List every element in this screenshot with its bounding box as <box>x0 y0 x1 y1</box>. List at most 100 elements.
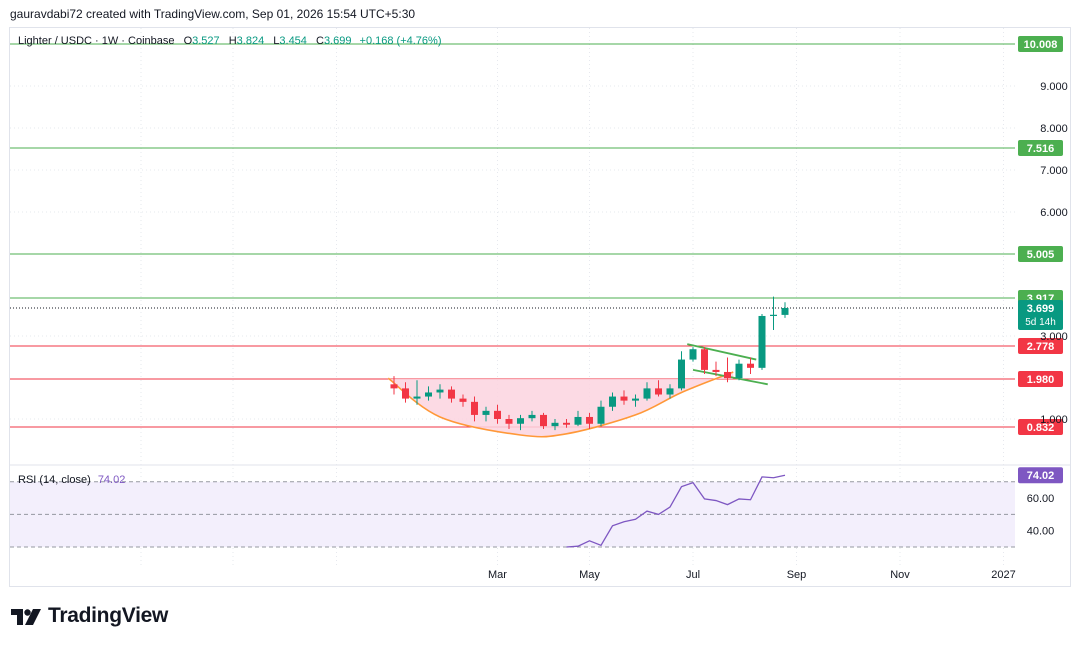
candle[interactable] <box>574 410 582 427</box>
price-level-label: 1.980 <box>1027 374 1055 386</box>
candle[interactable] <box>689 347 697 362</box>
candle[interactable] <box>620 390 628 405</box>
y-tick-label: 7.000 <box>1040 165 1068 177</box>
candle-body <box>643 388 651 399</box>
candle[interactable] <box>735 359 743 381</box>
last-price-badge <box>1018 300 1063 330</box>
candle[interactable] <box>482 406 490 422</box>
legend-low-label: L <box>273 35 280 47</box>
candle[interactable] <box>413 380 421 405</box>
legend-close-label: C <box>315 35 324 47</box>
candle[interactable] <box>609 392 616 411</box>
candle[interactable] <box>505 414 513 429</box>
rsi-line[interactable] <box>566 474 786 548</box>
candle[interactable] <box>770 296 777 330</box>
price-levels: 10.0087.5165.0053.9172.7781.9800.8323.69… <box>10 36 1063 435</box>
legend-close: 3.699 <box>323 35 352 47</box>
candle[interactable] <box>448 386 455 403</box>
candle-body <box>724 371 731 379</box>
candle[interactable] <box>712 361 720 377</box>
candle[interactable] <box>494 404 501 424</box>
candle[interactable] <box>586 412 593 429</box>
candle[interactable] <box>471 396 478 422</box>
legend-symbol: Lighter / USDC · 1W · Coinbase <box>18 35 175 47</box>
symbol-legend: Lighter / USDC · 1W · Coinbase O3.527 H 3… <box>18 35 441 47</box>
rsi-legend: RSI (14, close) 74.02 <box>18 474 125 486</box>
candle-body <box>586 416 593 424</box>
candle-body <box>632 398 639 401</box>
candlestick-series[interactable] <box>390 296 789 431</box>
rsi-legend-label: RSI (14, close) <box>18 474 91 486</box>
rsi-legend-value: 74.02 <box>97 474 126 486</box>
price-level-label: 10.008 <box>1024 39 1058 51</box>
legend-change: +0.168 (+4.76%) <box>359 35 442 47</box>
candle[interactable] <box>425 386 432 401</box>
candle[interactable] <box>655 380 662 397</box>
candle[interactable] <box>758 313 766 370</box>
candle[interactable] <box>666 384 674 399</box>
price-level-badge <box>1018 419 1063 435</box>
candle[interactable] <box>643 382 651 401</box>
y-tick-label: 9.000 <box>1040 81 1068 93</box>
candle[interactable] <box>390 376 398 395</box>
rsi-y-tick-label: 40.00 <box>1027 526 1055 538</box>
price-level-badge <box>1018 140 1063 156</box>
candle-body <box>551 422 559 427</box>
candle-body <box>666 388 674 395</box>
candle-body <box>701 349 708 370</box>
legend-low: 3.454 <box>279 35 307 47</box>
candle-body <box>505 419 513 424</box>
candle[interactable] <box>436 384 444 399</box>
candle-body <box>678 359 685 389</box>
tradingview-logo[interactable]: TradingView <box>11 604 168 628</box>
legend-open-label: O <box>183 35 193 47</box>
last-price-label: 3.699 <box>1027 303 1055 315</box>
candle[interactable] <box>459 394 467 407</box>
candle[interactable] <box>632 394 639 407</box>
candle[interactable] <box>528 410 536 422</box>
bar-countdown-label: 5d 14h <box>1025 317 1056 328</box>
chart-grid <box>10 28 1070 565</box>
price-level-label: 7.516 <box>1027 143 1055 155</box>
price-level-badge <box>1018 246 1063 262</box>
chart-attribution: gauravdabi72 created with TradingView.co… <box>10 7 416 21</box>
y-tick-label: 1.000 <box>1040 414 1068 426</box>
tradingview-logo-icon <box>11 609 41 625</box>
candle-body <box>482 410 490 415</box>
candle[interactable] <box>517 414 524 431</box>
candle[interactable] <box>597 400 605 427</box>
legend-high-label: H <box>228 35 237 47</box>
rsi-series[interactable]: 74.02 <box>566 467 1064 548</box>
flag-upper-line <box>687 343 757 361</box>
chart-axes: Mar May Jul Sep Nov 2027 1.000 3.000 6.000 7.000 8… <box>488 81 1068 581</box>
candle[interactable] <box>724 357 731 383</box>
candle[interactable] <box>540 412 547 429</box>
candle-body <box>494 410 501 419</box>
price-level-badge <box>1018 36 1063 52</box>
candle[interactable] <box>747 357 754 375</box>
x-tick-label: Mar <box>488 569 507 581</box>
chart-frame <box>9 27 1071 587</box>
candle[interactable] <box>563 419 570 428</box>
candle-body <box>540 414 547 427</box>
tradingview-wordmark: TradingView <box>48 604 169 627</box>
x-tick-label: May <box>579 569 600 581</box>
candle-body <box>758 315 766 368</box>
candle-body <box>689 349 697 360</box>
candle[interactable] <box>701 347 708 375</box>
candle-body <box>459 398 467 402</box>
rsi-value-badge <box>1018 467 1063 484</box>
price-level-label: 0.832 <box>1027 422 1055 434</box>
rsi-y-tick-label: 60.00 <box>1027 493 1055 505</box>
rsi-value-label: 74.02 <box>1027 470 1055 482</box>
candle[interactable] <box>402 382 409 403</box>
candle[interactable] <box>551 419 559 431</box>
x-tick-label: Sep <box>787 569 807 581</box>
candle[interactable] <box>678 351 685 391</box>
legend-open: 3.527 <box>192 35 220 47</box>
candle-body <box>655 388 662 395</box>
candle[interactable] <box>781 302 789 318</box>
candle-body <box>390 384 398 389</box>
price-level-label: 5.005 <box>1027 249 1055 261</box>
candle-body <box>448 389 455 399</box>
